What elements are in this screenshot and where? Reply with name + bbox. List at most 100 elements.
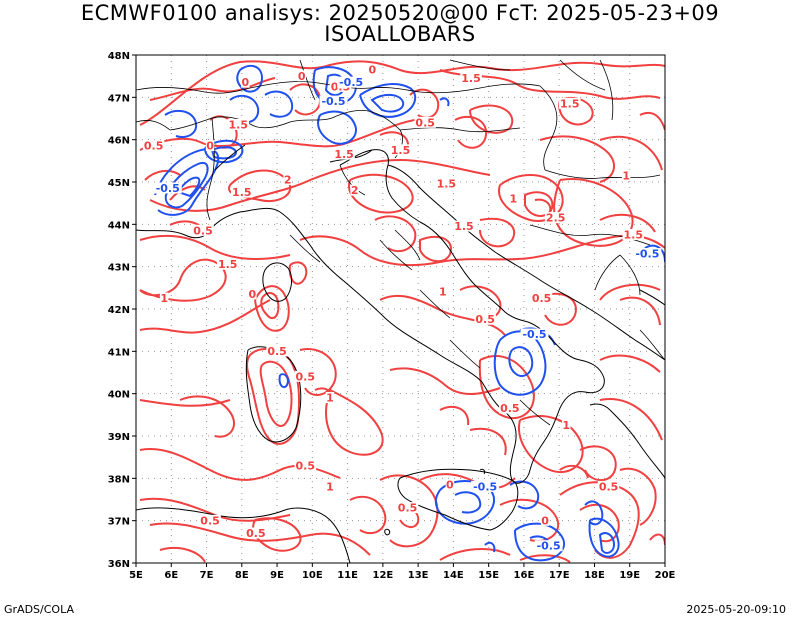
contour-label: 1.5 <box>437 178 457 191</box>
contour-label-bg <box>241 76 250 88</box>
lon-tick-label: 17E <box>549 570 570 581</box>
contour-label: 1 <box>326 392 334 405</box>
contour-label: 2 <box>284 174 292 187</box>
contour-label-bg <box>509 193 518 205</box>
contour-label-bg <box>283 174 292 185</box>
lat-tick-label: 47N <box>108 93 130 104</box>
lon-tick-label: 11E <box>337 570 358 581</box>
axis-tick-labels: 48N 47N 46N 45N 44N 43N 42N 41N 40N 39N 38N 37N 36N5… <box>108 51 676 581</box>
contour-label-bg <box>621 169 631 181</box>
contour-label: 0.5 <box>532 292 552 305</box>
contour-label-bg <box>471 480 500 492</box>
map-subtitle: ISOALLOBARS <box>324 22 476 46</box>
contour-label: 0 <box>249 288 257 301</box>
contour-label-bg <box>435 178 458 190</box>
contour-label: 0 <box>446 478 454 491</box>
contour-label: -0.5 <box>473 480 497 493</box>
contour-label: 0.5 <box>193 224 213 237</box>
contour-label: 1.5 <box>560 97 580 110</box>
contour-label: 0.5 <box>267 345 287 358</box>
contour-label-bg <box>445 478 455 490</box>
contour-labels: 0 0 0.5 -0.5 -0.5 0 1.5 1.5 1.5 0.5 0 1.5 0.5 1.5 1.5 -… <box>142 63 662 553</box>
contour-label: 0.5 <box>144 140 164 153</box>
contour-label-bg <box>153 182 182 194</box>
contour-label: 1 <box>562 419 570 432</box>
contour-label-bg <box>350 184 359 196</box>
contour-label-bg <box>159 292 169 304</box>
lon-tick-label: 19E <box>619 570 640 581</box>
contour-label: 0.5 <box>398 502 418 515</box>
contour-label: 0.5 <box>500 402 520 415</box>
contour-label-bg <box>245 527 267 539</box>
contour-label: 0 <box>541 514 549 527</box>
contour-label-bg <box>368 63 377 75</box>
lat-tick-label: 39N <box>108 432 130 443</box>
contour-label-bg <box>319 95 348 107</box>
lon-tick-label: 13E <box>408 570 429 581</box>
contour-label-bg <box>396 502 419 514</box>
contour-label-bg <box>192 224 214 236</box>
lat-tick-label: 46N <box>108 136 130 147</box>
contour-label-bg <box>337 76 366 88</box>
contour-label-bg <box>474 313 496 325</box>
contour-label-bg <box>216 258 239 270</box>
contour-label: 0 <box>298 70 306 83</box>
contour-label: -0.5 <box>537 540 561 553</box>
contour-label-bg <box>622 229 645 241</box>
contour-label-bg <box>205 140 215 152</box>
contour-label: 0.5 <box>599 480 619 493</box>
contour-label: 0 <box>206 140 214 153</box>
lon-tick-label: 20E <box>655 570 676 581</box>
contour-label: 0.5 <box>246 527 266 540</box>
lat-tick-label: 44N <box>108 220 130 231</box>
lon-tick-label: 8E <box>235 570 249 581</box>
contour-label: -0.5 <box>156 182 180 195</box>
contour-label-bg <box>534 540 563 552</box>
contour-label-bg <box>540 514 550 526</box>
contour-label: 0.5 <box>296 459 316 472</box>
contour-label-bg <box>294 459 317 471</box>
contour-label: 0.5 <box>200 514 220 527</box>
contour-label-bg <box>559 97 581 109</box>
lon-tick-label: 6E <box>164 570 178 581</box>
contour-label-bg <box>414 116 436 128</box>
contour-label: 1.5 <box>461 72 481 85</box>
contour-label: 1.5 <box>454 220 474 233</box>
contour-label-bg <box>438 286 448 298</box>
contour-label-bg <box>297 70 307 82</box>
contour-label: 0.5 <box>475 313 495 326</box>
contour-label: 0.5 <box>296 370 316 383</box>
contour-label-bg <box>199 514 221 526</box>
lat-tick-label: 36N <box>108 559 130 570</box>
lat-tick-label: 45N <box>108 178 130 189</box>
lon-tick-label: 9E <box>270 570 284 581</box>
lon-tick-label: 12E <box>372 570 393 581</box>
negative-isallobar-contours <box>154 64 665 562</box>
footer-timestamp: 2025-05-20-09:10 <box>686 603 786 616</box>
contour-label: 0 <box>241 76 249 89</box>
contour-label: 1 <box>439 286 447 299</box>
contour-label: 2 <box>351 184 359 197</box>
lat-tick-label: 37N <box>108 517 130 528</box>
contour-label: -0.5 <box>635 248 659 261</box>
contour-label-bg <box>389 144 412 156</box>
lat-tick-label: 48N <box>108 51 130 62</box>
lon-tick-label: 15E <box>478 570 499 581</box>
contour-label-bg <box>460 72 482 84</box>
contour-label: 1.5 <box>218 258 238 271</box>
contour-label: 1.5 <box>232 186 252 199</box>
contour-label: 1 <box>622 169 630 182</box>
contour-label: -0.5 <box>522 328 546 341</box>
contour-label: 1.5 <box>334 148 354 161</box>
contour-label: 0 <box>368 63 376 76</box>
contour-label-bg <box>530 292 553 304</box>
contour-label-bg <box>231 186 253 198</box>
contour-label-bg <box>333 148 355 160</box>
contour-label: -0.5 <box>321 95 345 108</box>
lat-tick-label: 38N <box>108 474 130 485</box>
lat-tick-label: 41N <box>108 347 130 358</box>
lon-tick-label: 7E <box>200 570 214 581</box>
contour-label: 1.5 <box>391 144 411 157</box>
contour-label-bg <box>227 118 250 130</box>
